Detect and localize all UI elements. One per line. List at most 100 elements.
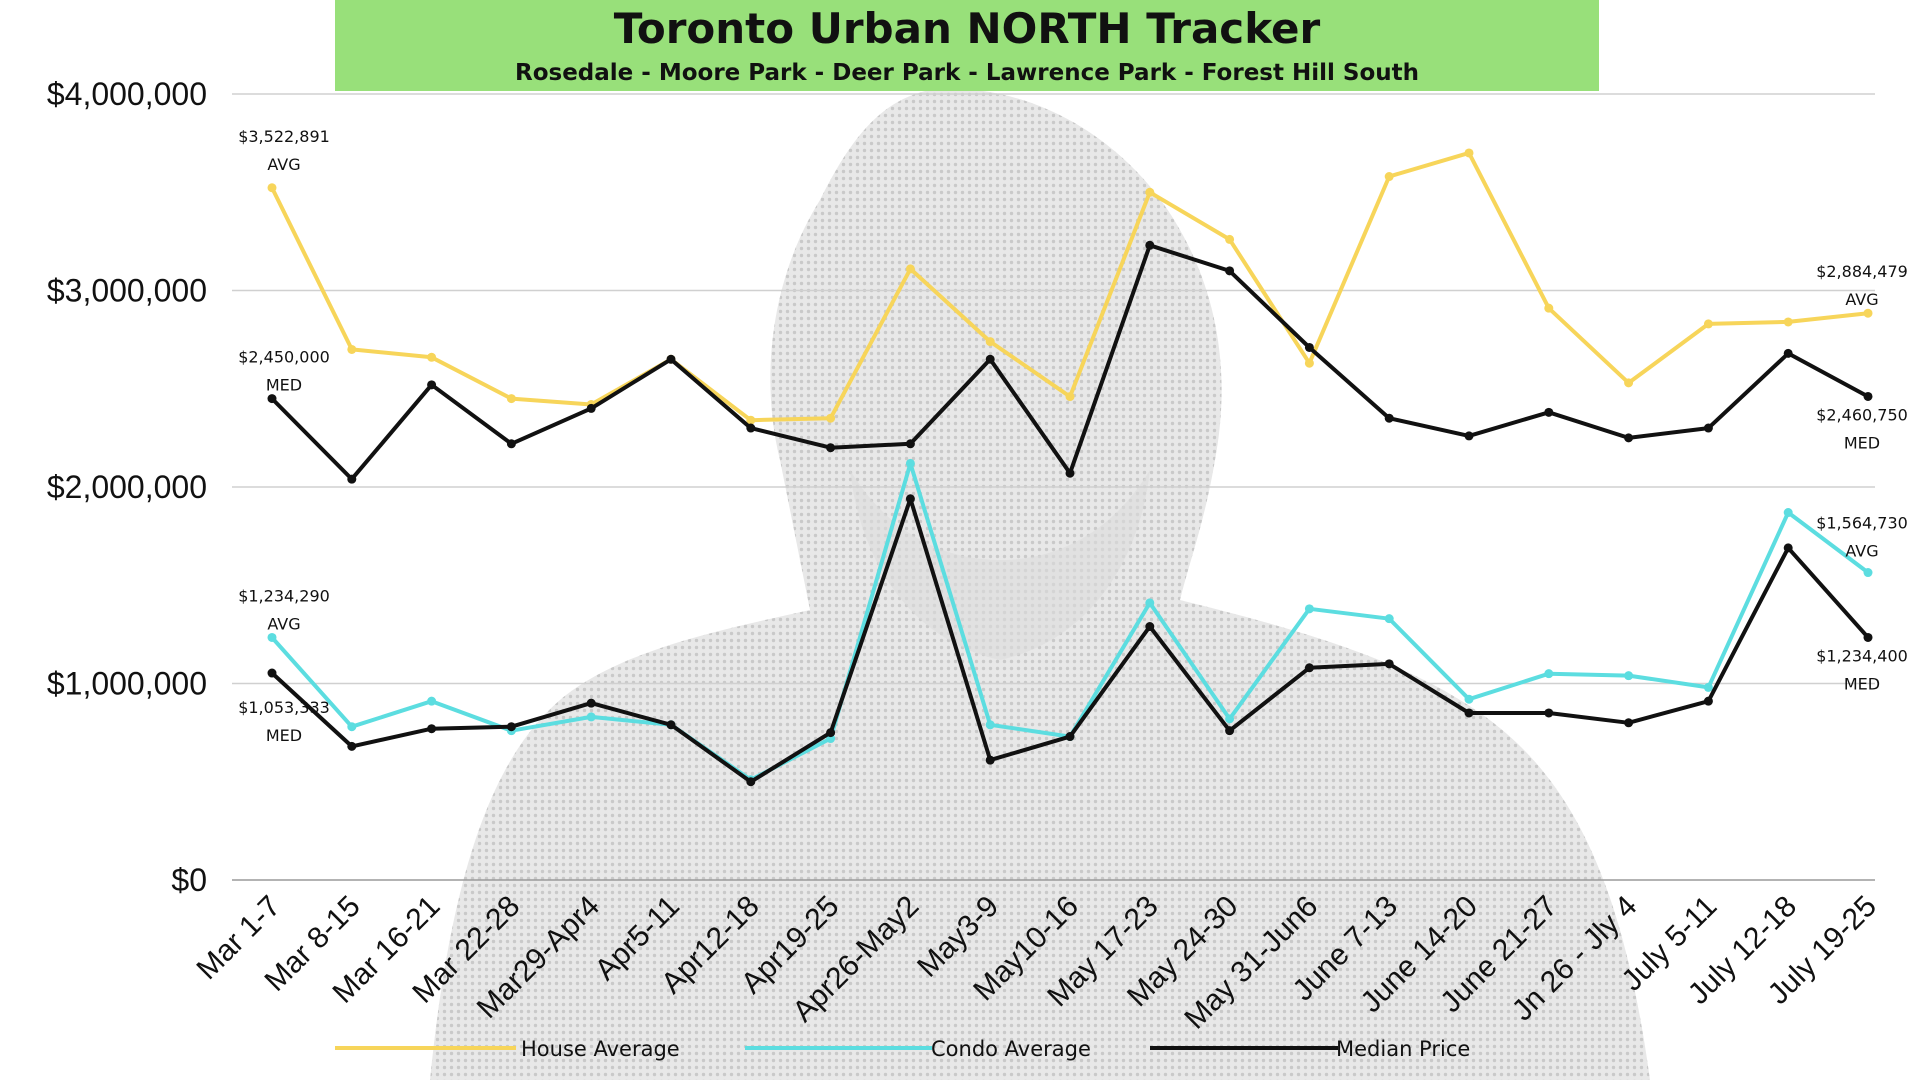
median-price-point xyxy=(746,777,756,787)
legend-label: Condo Average xyxy=(931,1037,1091,1061)
y-axis-ticks: $0 $1,000,000 $2,000,000 $3,000,000 $4,000,0… xyxy=(47,76,207,898)
median-price-point xyxy=(1384,413,1394,423)
house-average-point xyxy=(985,337,995,347)
house-average-point xyxy=(267,183,277,193)
data-annotations: $3,522,891 AVG $2,450,000 MED $1,234,290 AVG $… xyxy=(238,127,1908,745)
condo-average-point xyxy=(905,458,915,468)
house-average-point xyxy=(905,264,915,274)
house-average-point xyxy=(1225,234,1235,244)
house-average-point xyxy=(427,352,437,362)
median-price-point xyxy=(586,698,596,708)
median-price-point xyxy=(1624,718,1634,728)
median-price-point xyxy=(746,423,756,433)
annotation-type: MED xyxy=(266,726,302,745)
median-price-point xyxy=(1304,342,1314,352)
condo-average-point xyxy=(1624,671,1634,681)
condo-average-point xyxy=(1703,682,1713,692)
y-tick-label: $4,000,000 xyxy=(47,76,207,112)
annotation-type: AVG xyxy=(1845,290,1878,309)
condo-average-point xyxy=(1304,604,1314,614)
legend: House Average Condo Average Median Price xyxy=(335,1037,1470,1061)
median-price-point xyxy=(1225,266,1235,276)
median-price-point xyxy=(985,354,995,364)
median-price-point xyxy=(1065,732,1075,742)
house-average-point xyxy=(1783,317,1793,327)
condo-average-point xyxy=(347,722,357,732)
annotation-value: $1,053,333 xyxy=(238,698,330,717)
title-banner: Toronto Urban NORTH Tracker Rosedale - M… xyxy=(335,0,1599,91)
house-average-point xyxy=(1863,308,1873,318)
condo-average-point xyxy=(1783,508,1793,518)
house-average-point xyxy=(826,413,836,423)
annotation-value: $2,450,000 xyxy=(238,348,330,367)
house-average-point xyxy=(1464,148,1474,158)
median-price-point xyxy=(506,439,516,449)
house-average-point xyxy=(347,344,357,354)
median-price-point xyxy=(506,722,516,732)
annotation-type: AVG xyxy=(267,155,300,174)
y-tick-label: $3,000,000 xyxy=(47,273,207,309)
condo-average-point xyxy=(1464,694,1474,704)
house-average-point xyxy=(506,394,516,404)
median-price-point xyxy=(267,394,277,404)
median-price-point xyxy=(586,403,596,413)
annotation-type: MED xyxy=(1844,433,1880,452)
condo-average-point xyxy=(427,696,437,706)
condo-average-point xyxy=(1145,598,1155,608)
house-average-point xyxy=(1065,392,1075,402)
condo-average-point xyxy=(586,712,596,722)
condo-average-point xyxy=(1863,568,1873,578)
annotation-value: $1,234,290 xyxy=(238,586,330,605)
median-price-point xyxy=(905,439,915,449)
condo-average-point xyxy=(985,720,995,730)
median-price-point xyxy=(347,474,357,484)
median-price-point xyxy=(1703,696,1713,706)
annotation-type: AVG xyxy=(1845,542,1878,561)
legend-label: House Average xyxy=(521,1037,680,1061)
median-price-point xyxy=(1783,543,1793,553)
median-price-point xyxy=(1544,708,1554,718)
median-price-point xyxy=(1145,622,1155,632)
condo-average-point xyxy=(267,632,277,642)
y-tick-label: $1,000,000 xyxy=(47,666,207,702)
legend-label: Median Price xyxy=(1336,1037,1470,1061)
annotation-value: $1,564,730 xyxy=(1816,514,1908,533)
house-average-point xyxy=(1624,378,1634,388)
house-average-point xyxy=(1145,187,1155,197)
median-price-point xyxy=(1863,391,1873,401)
median-price-point xyxy=(1544,407,1554,417)
median-price-point xyxy=(666,354,676,364)
house-average-point xyxy=(1703,319,1713,329)
annotation-value: $3,522,891 xyxy=(238,127,330,146)
house-average-point xyxy=(1304,358,1314,368)
median-price-point xyxy=(1225,726,1235,736)
y-tick-label: $0 xyxy=(171,862,207,898)
median-price-point xyxy=(826,443,836,453)
median-price-point xyxy=(427,724,437,734)
chart-title: Toronto Urban NORTH Tracker xyxy=(613,4,1321,53)
median-price-point xyxy=(1863,632,1873,642)
condo-average-point xyxy=(1384,614,1394,624)
median-price-point xyxy=(1464,708,1474,718)
annotation-value: $2,460,750 xyxy=(1816,405,1908,424)
series-lines xyxy=(267,148,1873,787)
house-average-point xyxy=(746,415,756,425)
annotation-type: MED xyxy=(1844,674,1880,693)
median-price-point xyxy=(905,494,915,504)
condo-average-point xyxy=(1225,714,1235,724)
house-average-point xyxy=(1384,172,1394,182)
median-price-point xyxy=(1384,659,1394,669)
median-price-point xyxy=(1624,433,1634,443)
median-price-point xyxy=(1065,468,1075,478)
median-price-point xyxy=(1783,348,1793,358)
chart-subtitle: Rosedale - Moore Park - Deer Park - Lawr… xyxy=(515,60,1419,86)
median-price-point xyxy=(347,741,357,751)
annotation-value: $1,234,400 xyxy=(1816,646,1908,665)
condo-average-point xyxy=(1544,669,1554,679)
median-price-point xyxy=(985,755,995,765)
median-price-point xyxy=(1703,423,1713,433)
